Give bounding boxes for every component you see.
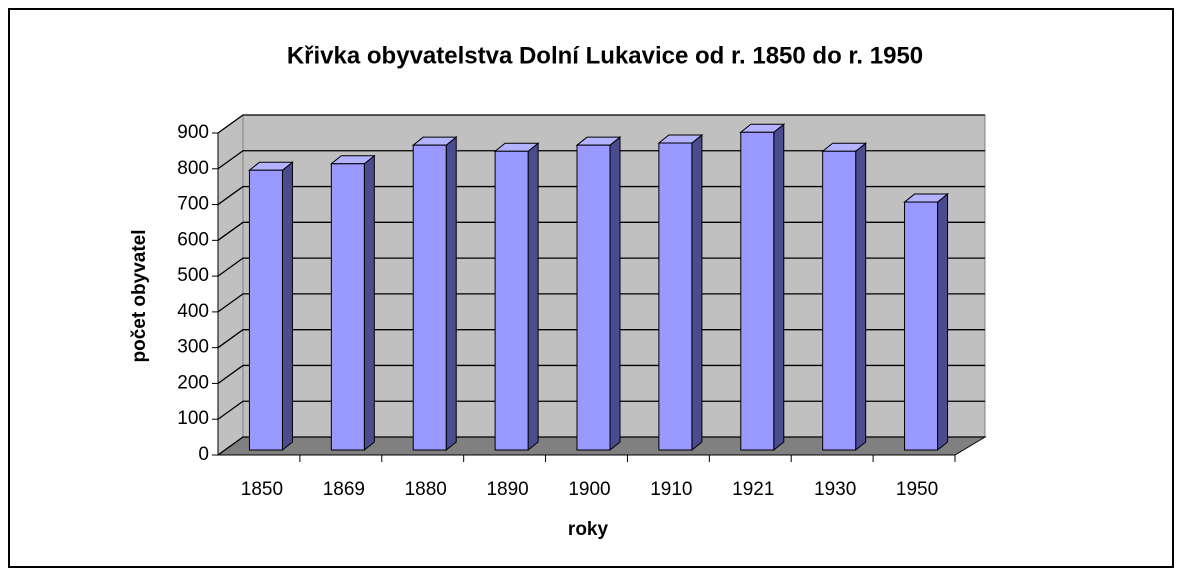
x-tick-label: 1850 [241,479,283,500]
bar [494,150,529,451]
y-tick-label: 300 [177,337,209,358]
x-tick-label: 1869 [323,479,365,500]
y-tick-label: 100 [177,408,209,429]
bar [576,144,611,451]
x-tick-label: 1950 [896,479,938,500]
bar-side [527,142,539,452]
bar [658,142,693,451]
bar [412,144,447,451]
y-tick-label: 900 [177,122,209,143]
x-tick-label: 1921 [732,479,774,500]
x-tick-label: 1890 [486,479,528,500]
grid-line [217,329,985,349]
y-axis-label: počet obyvatel [129,229,150,362]
y-tick-label: 700 [177,194,209,215]
bar-side [609,136,621,452]
y-tick-label: 400 [177,301,209,322]
x-tick-label: 1900 [568,479,610,500]
bar-side [855,142,867,452]
bar-side [281,161,293,452]
y-tick-label: 500 [177,265,209,286]
grid-line [217,400,985,420]
grid-line [217,364,985,384]
x-tick-label: 1910 [650,479,692,500]
y-tick-label: 800 [177,158,209,179]
grid-line [217,257,985,277]
bar [822,150,857,451]
grid-line [217,114,985,134]
y-tick-label: 200 [177,372,209,393]
y-tick-label: 0 [198,444,209,465]
grid-line [217,221,985,241]
bar [330,163,365,451]
bar [248,169,283,451]
grid-line [217,150,985,170]
chart-title: Křivka obyvatelstva Dolní Lukavice od r.… [287,42,923,69]
x-tick-label: 1880 [405,479,447,500]
y-tick-label: 600 [177,229,209,250]
bar [904,201,939,451]
grid-line [217,436,985,456]
x-axis-label: roky [568,519,609,540]
bar-side [773,123,785,452]
bar-side [445,136,457,452]
grid-line [217,293,985,313]
x-tick-label: 1930 [814,479,856,500]
bar-side [937,193,949,452]
bar [740,131,775,451]
grid-line [217,185,985,206]
bar-side [691,133,703,452]
bar-side [363,154,375,452]
